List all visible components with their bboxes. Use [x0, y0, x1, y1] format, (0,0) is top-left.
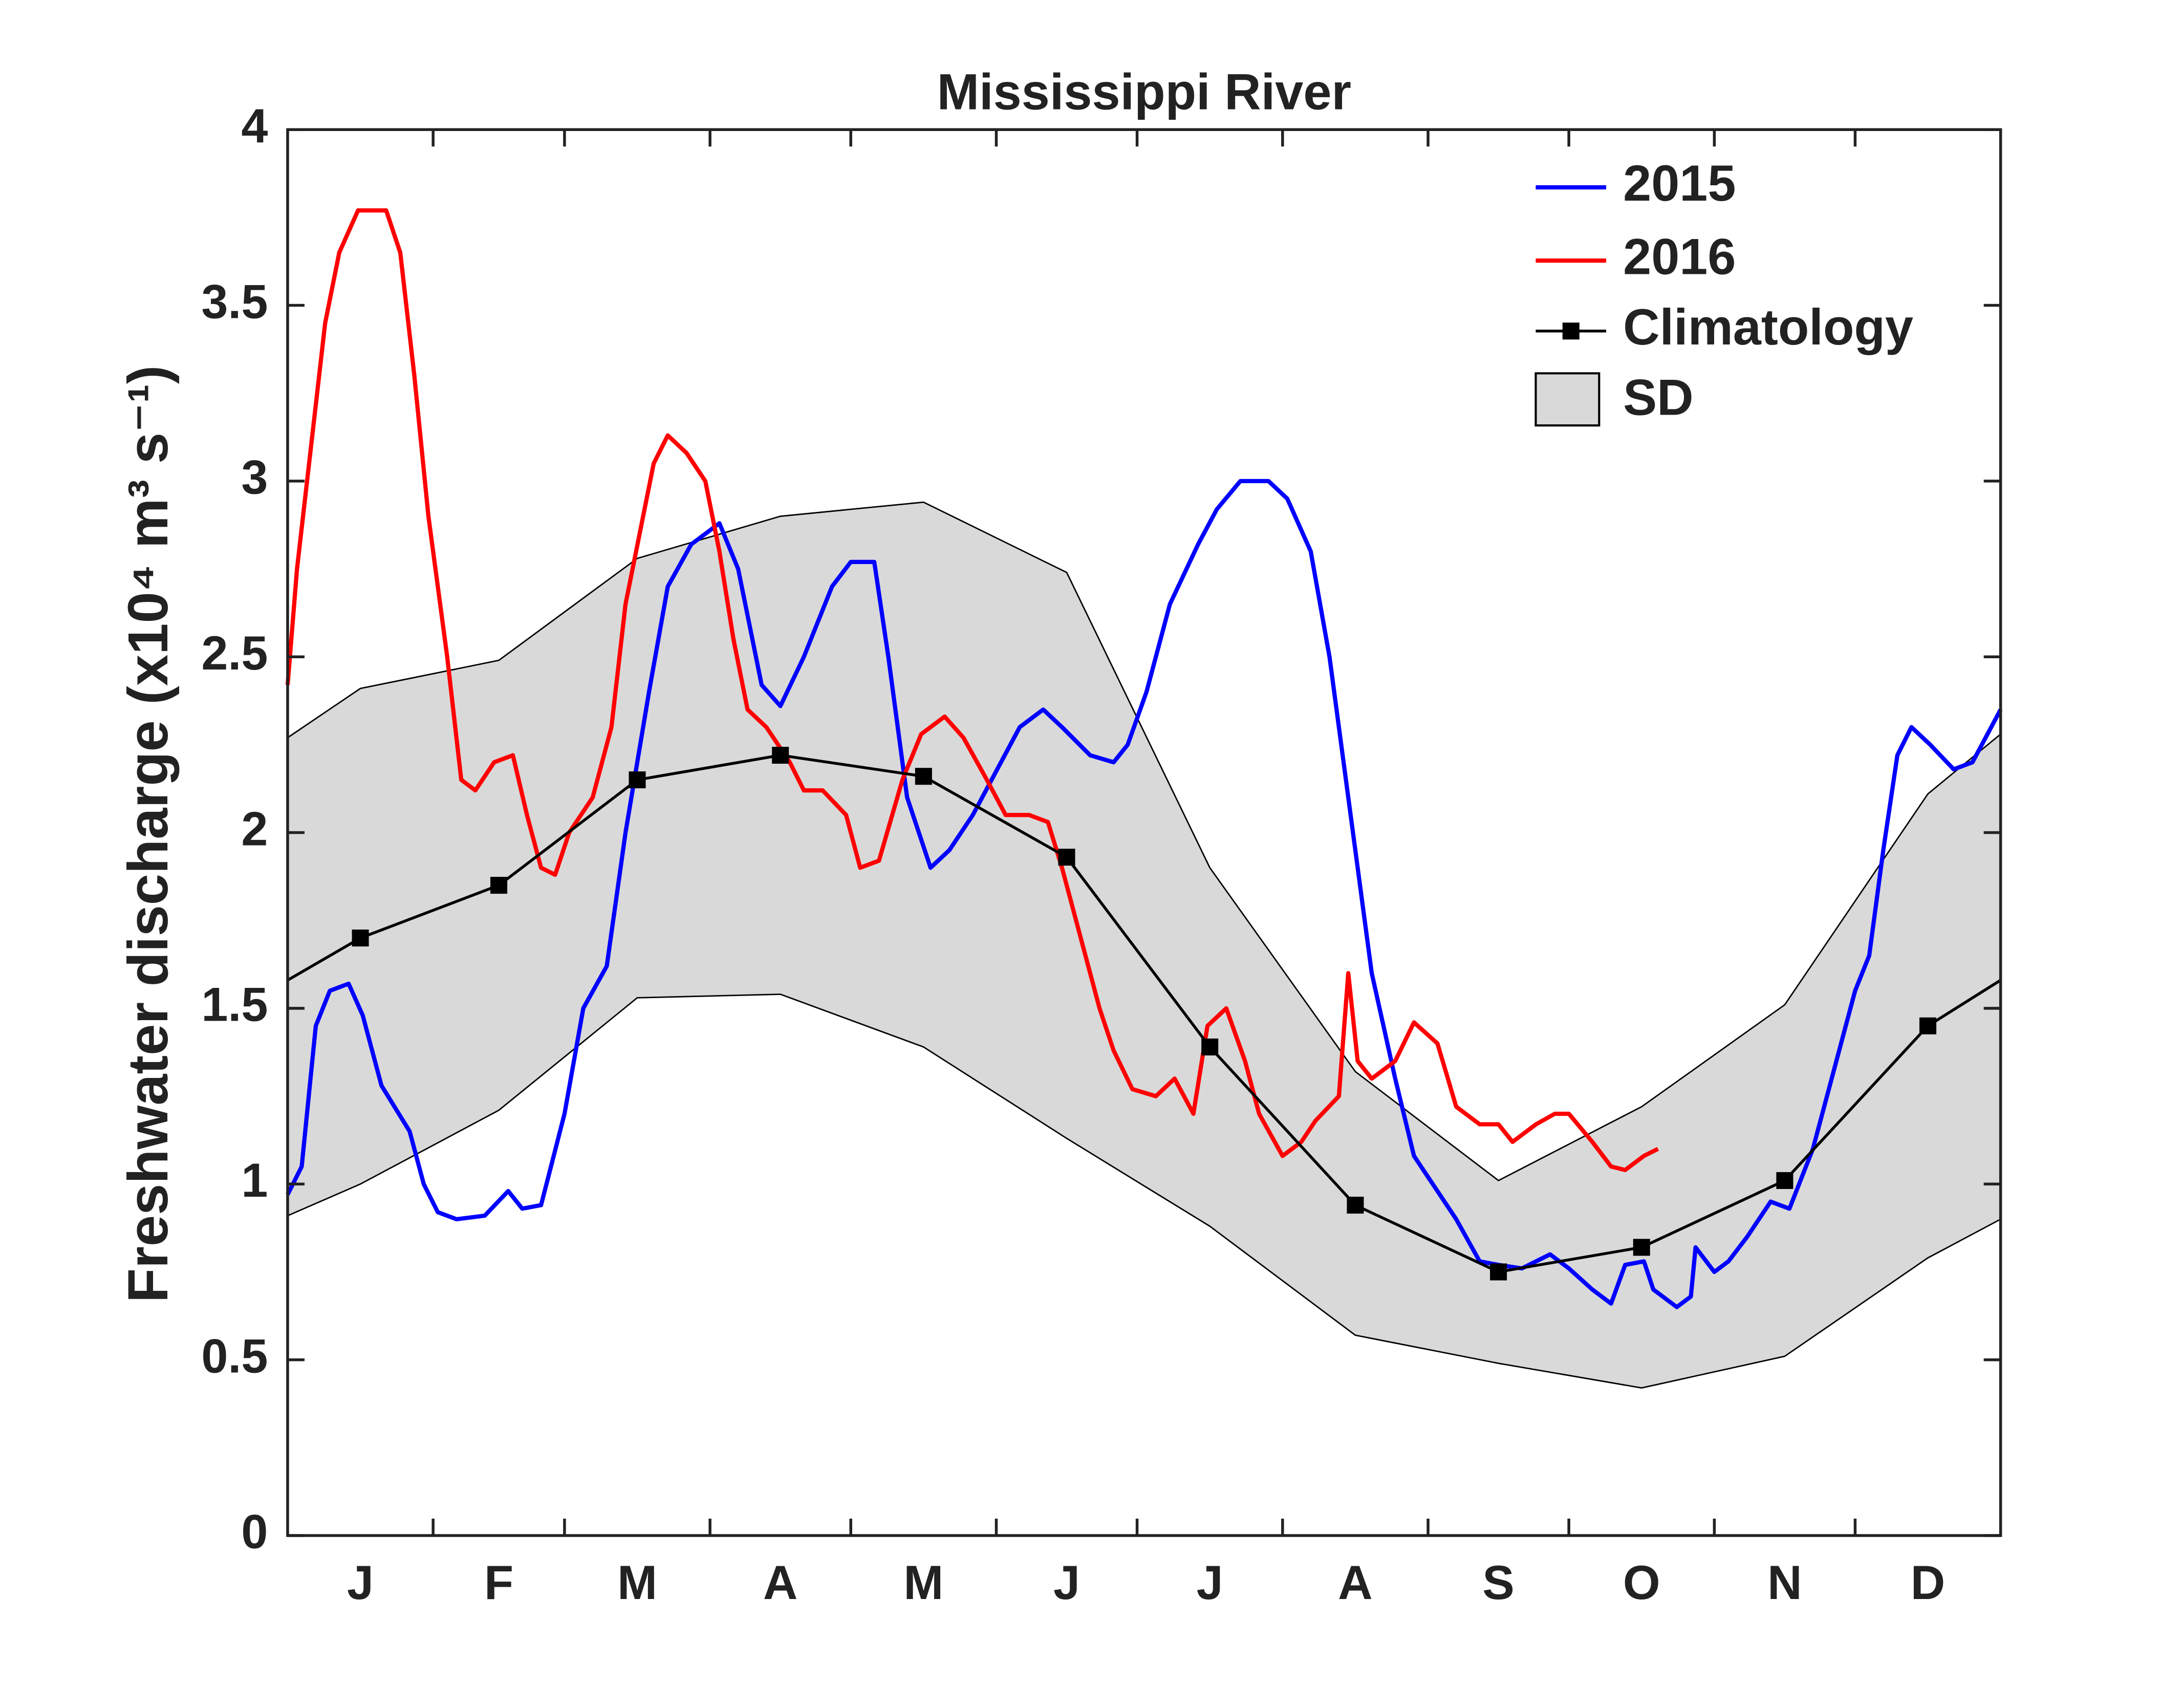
x-tick-label: J [347, 1556, 374, 1609]
climatology-marker [1347, 1196, 1364, 1214]
sd-lower-edge [287, 994, 2001, 1389]
chart-title: Mississippi River [937, 63, 1351, 120]
legend-marker [1562, 322, 1580, 340]
x-tick-label: O [1623, 1556, 1660, 1609]
y-tick-label: 2.5 [201, 626, 268, 680]
x-tick-label: A [1338, 1556, 1373, 1609]
legend-label: 2015 [1623, 155, 1736, 211]
climatology-marker [1776, 1172, 1793, 1189]
y-tick-label: 1 [241, 1153, 268, 1207]
climatology-marker [1490, 1263, 1507, 1281]
x-tick-label: J [1197, 1556, 1223, 1609]
climatology-marker [629, 771, 646, 789]
climatology-marker [1201, 1038, 1219, 1055]
climatology-marker [1058, 849, 1075, 866]
legend-label: Climatology [1623, 298, 1913, 355]
line-2015 [286, 479, 2003, 1309]
climatology-marker [1633, 1239, 1650, 1256]
y-tick-label: 0 [241, 1505, 268, 1559]
climatology-marker [1919, 1017, 1937, 1034]
y-axis-label: Freshwater discharge (x10⁴ m³ s⁻¹) [117, 365, 180, 1303]
climatology-marker [352, 930, 369, 947]
climatology-marker [490, 877, 508, 894]
legend-label: 2016 [1623, 228, 1736, 285]
line-2016 [285, 208, 1659, 1172]
y-tick-label: 3 [241, 450, 268, 504]
x-tick-label: N [1767, 1556, 1802, 1609]
x-tick-label: J [1053, 1556, 1080, 1609]
y-tick-label: 4 [241, 99, 268, 153]
climatology-marker [772, 747, 789, 764]
x-tick-label: F [484, 1556, 513, 1609]
legend-label: SD [1623, 369, 1694, 426]
x-tick-label: M [617, 1556, 657, 1609]
y-tick-label: 1.5 [201, 978, 268, 1031]
y-tick-label: 0.5 [201, 1329, 268, 1383]
line-climatology [287, 753, 2002, 1273]
y-tick-label: 3.5 [201, 274, 268, 328]
sd-band [287, 502, 2001, 1388]
x-tick-label: A [763, 1556, 798, 1609]
climatology-marker [915, 768, 932, 785]
y-tick-label: 2 [241, 802, 268, 855]
x-tick-label: S [1482, 1556, 1514, 1609]
x-tick-label: D [1911, 1556, 1945, 1609]
x-tick-label: M [903, 1556, 943, 1609]
legend-swatch [1534, 372, 1601, 427]
